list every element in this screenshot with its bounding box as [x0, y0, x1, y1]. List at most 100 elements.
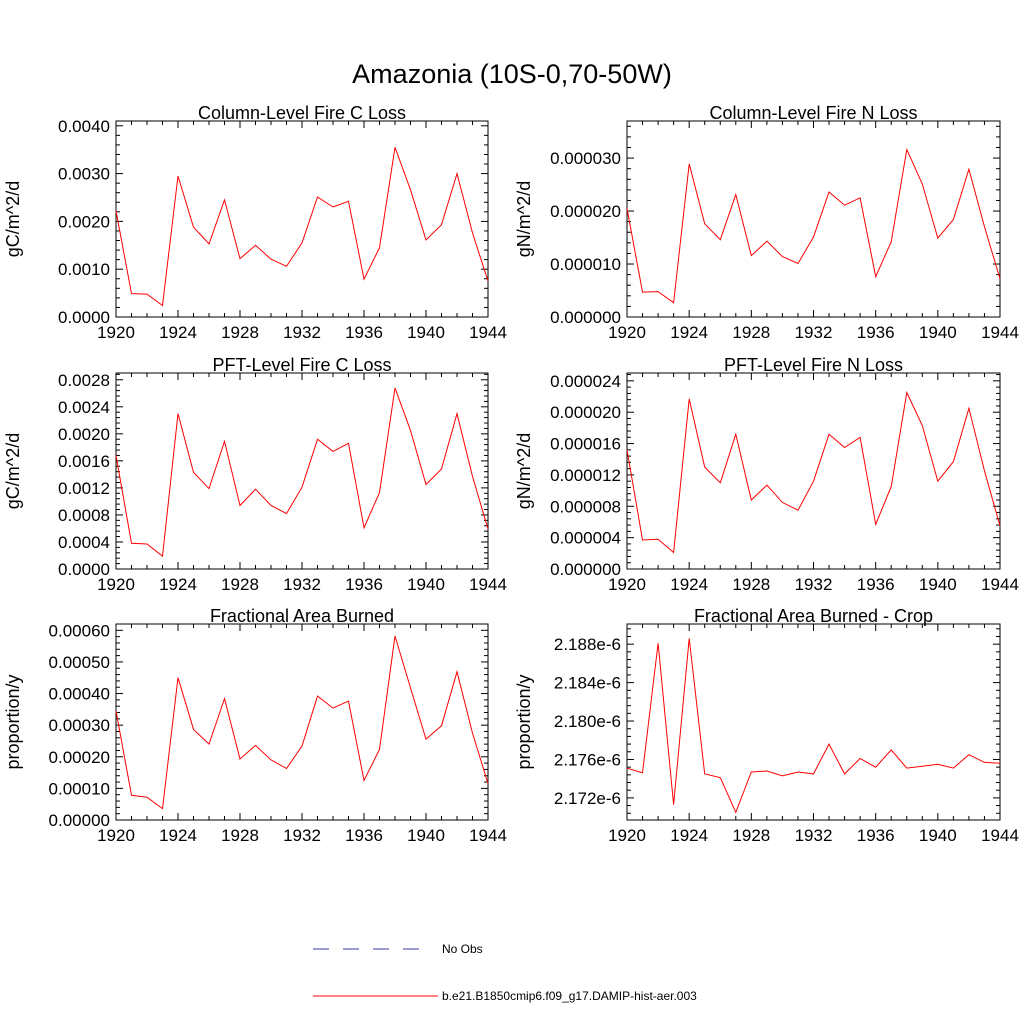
figure-title: Amazonia (10S-0,70-50W)	[352, 59, 672, 89]
x-tick-label: 1932	[795, 323, 833, 342]
panel-fractional-area-burned: 1920 1924 1928 1932 1936 1940 1944 0.00000 0.000…	[3, 606, 507, 845]
panel-title: PFT-Level Fire C Loss	[212, 355, 391, 375]
y-axis-label: gN/m^2/d	[514, 433, 534, 509]
panel-fractional-area-burned-crop: 1920 1924 1928 1932 1936 1940 1944 2.172e-6 2.17…	[514, 606, 1019, 845]
series-line-pft-n-loss	[626, 390, 1001, 554]
y-tick-label: 0.0020	[58, 212, 110, 231]
x-tick-label: 1924	[159, 826, 197, 845]
x-tick-label: 1924	[159, 575, 197, 594]
chart-panels: 1920 1924 1928 1932 1936 1940 1944 0.0000 0.0010…	[3, 103, 1019, 845]
y-tick-label: 0.0010	[58, 260, 110, 279]
x-tick-label: 1944	[469, 323, 507, 342]
x-tick-label: 1932	[795, 575, 833, 594]
panel-column-n-loss: 1920 1924 1928 1932 1936 1940 1944 0.000000 0.00…	[514, 103, 1019, 342]
panel-pft-n-loss: 1920 1924 1928 1932 1936 1940 1944 0.000000 0.00…	[514, 355, 1019, 594]
x-tick-label: 1936	[857, 826, 895, 845]
y-tick-label: 0.000030	[550, 149, 621, 168]
y-tick-label: 0.00010	[49, 779, 110, 798]
x-tick-label: 1920	[97, 323, 135, 342]
y-axis-label: gN/m^2/d	[514, 181, 534, 257]
y-tick-label: 0.00030	[49, 716, 110, 735]
panel-title: Fractional Area Burned - Crop	[694, 606, 933, 626]
y-tick-label: 0.0028	[58, 371, 110, 390]
x-tick-label: 1924	[670, 575, 708, 594]
y-tick-label: 0.000010	[550, 255, 621, 274]
series-line-fractional-area-burned	[115, 635, 489, 810]
x-tick-label: 1928	[221, 575, 259, 594]
y-tick-label: 0.00000	[49, 811, 110, 830]
y-tick-label: 0.000000	[550, 308, 621, 327]
panel-title: PFT-Level Fire N Loss	[724, 355, 903, 375]
legend-label-no-obs: No Obs	[442, 942, 483, 956]
y-tick-label: 2.176e-6	[554, 750, 621, 769]
x-tick-label: 1932	[283, 826, 321, 845]
y-tick-label: 2.180e-6	[554, 712, 621, 731]
x-tick-label: 1920	[97, 826, 135, 845]
x-tick-label: 1920	[608, 575, 646, 594]
x-tick-label: 1928	[732, 826, 770, 845]
y-tick-label: 0.000020	[550, 403, 621, 422]
x-tick-label: 1940	[407, 575, 445, 594]
x-tick-label: 1940	[919, 323, 957, 342]
x-tick-label: 1920	[608, 323, 646, 342]
x-tick-label: 1924	[670, 323, 708, 342]
x-tick-label: 1932	[795, 826, 833, 845]
series-line-column-c-loss	[115, 147, 489, 307]
y-tick-label: 0.00020	[49, 748, 110, 767]
y-axis-label: proportion/y	[3, 674, 23, 769]
y-axis-label: proportion/y	[514, 674, 534, 769]
x-tick-label: 1924	[159, 323, 197, 342]
legend: No Obs b.e21.B1850cmip6.f09_g17.DAMIP-hi…	[313, 942, 697, 1003]
x-tick-label: 1940	[919, 575, 957, 594]
x-tick-label: 1928	[732, 323, 770, 342]
y-tick-label: 0.000000	[550, 560, 621, 579]
x-tick-label: 1944	[469, 826, 507, 845]
series-line-column-n-loss	[626, 147, 1001, 304]
y-tick-label: 0.00040	[49, 685, 110, 704]
y-tick-label: 0.00060	[49, 621, 110, 640]
x-tick-label: 1924	[670, 826, 708, 845]
y-tick-label: 2.184e-6	[554, 674, 621, 693]
panel-pft-c-loss: 1920 1924 1928 1932 1936 1940 1944 0.0000 0.0004…	[3, 355, 507, 594]
series-line-pft-c-loss	[115, 387, 489, 558]
y-tick-label: 0.0012	[58, 479, 110, 498]
y-tick-label: 2.188e-6	[554, 635, 621, 654]
x-tick-label: 1932	[283, 323, 321, 342]
panel-title: Column-Level Fire N Loss	[709, 103, 917, 123]
y-tick-label: 0.000004	[550, 529, 621, 548]
panel-column-c-loss: 1920 1924 1928 1932 1936 1940 1944 0.0000 0.0010…	[3, 103, 507, 342]
plot-frame	[626, 372, 1001, 570]
x-tick-label: 1940	[407, 826, 445, 845]
y-axis-label: gC/m^2/d	[3, 433, 23, 509]
x-tick-label: 1940	[407, 323, 445, 342]
plot-frame	[115, 623, 489, 821]
x-tick-label: 1920	[97, 575, 135, 594]
y-tick-label: 0.0000	[58, 560, 110, 579]
y-tick-label: 0.0000	[58, 308, 110, 327]
x-tick-label: 1936	[345, 575, 383, 594]
y-tick-label: 0.00050	[49, 653, 110, 672]
y-tick-label: 0.0020	[58, 425, 110, 444]
x-tick-label: 1928	[732, 575, 770, 594]
x-tick-label: 1944	[981, 323, 1019, 342]
y-tick-label: 0.000016	[550, 435, 621, 454]
y-tick-label: 0.0004	[58, 533, 110, 552]
y-tick-label: 2.172e-6	[554, 789, 621, 808]
panel-title: Column-Level Fire C Loss	[198, 103, 406, 123]
y-tick-label: 0.000020	[550, 202, 621, 221]
x-tick-label: 1944	[469, 575, 507, 594]
x-tick-label: 1944	[981, 575, 1019, 594]
y-tick-label: 0.000012	[550, 466, 621, 485]
y-tick-label: 0.0016	[58, 452, 110, 471]
x-tick-label: 1928	[221, 323, 259, 342]
x-tick-label: 1936	[857, 575, 895, 594]
y-tick-label: 0.0030	[58, 165, 110, 184]
x-tick-label: 1928	[221, 826, 259, 845]
plot-frame	[626, 623, 1001, 821]
x-tick-label: 1936	[345, 323, 383, 342]
x-tick-label: 1940	[919, 826, 957, 845]
x-tick-label: 1932	[283, 575, 321, 594]
y-axis-label: gC/m^2/d	[3, 181, 23, 257]
x-tick-label: 1920	[608, 826, 646, 845]
